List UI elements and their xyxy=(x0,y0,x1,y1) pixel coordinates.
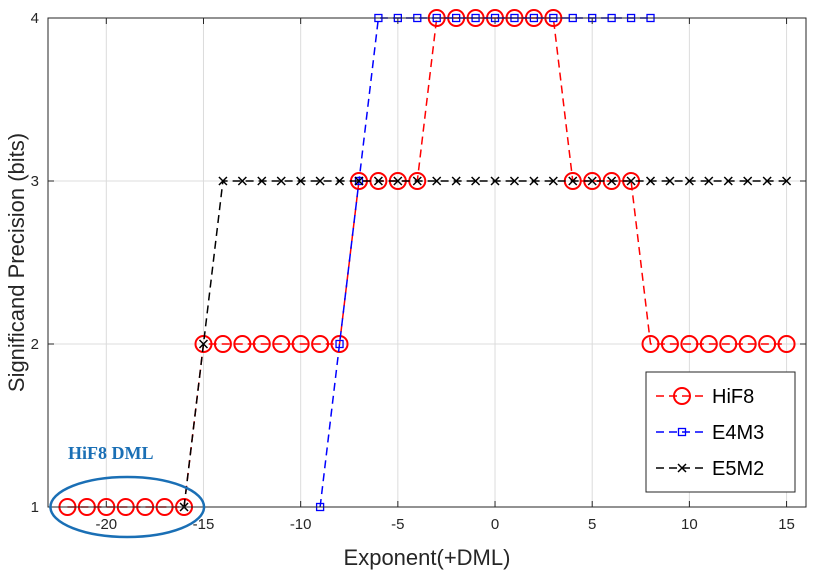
dml-annotation: HiF8 DML xyxy=(49,443,206,539)
x-tick-label: 0 xyxy=(491,516,499,533)
legend-item-hif8: HiF8 xyxy=(656,386,754,408)
data-point-e5m2 xyxy=(645,176,656,186)
data-point-e5m2 xyxy=(626,176,636,186)
legend: HiF8 E4M3 E5M2 xyxy=(645,371,796,493)
data-point-e5m2 xyxy=(354,176,364,186)
legend-item-e4m3: E4M3 xyxy=(656,422,764,444)
data-point-hif8 xyxy=(311,335,330,353)
data-point-e5m2 xyxy=(373,176,383,186)
data-point-e5m2 xyxy=(607,176,617,186)
legend-marker-hif8 xyxy=(673,387,691,405)
data-point-e5m2 xyxy=(704,176,714,186)
series-e5m2 xyxy=(179,176,792,512)
series-line-e5m2 xyxy=(183,180,787,508)
data-point-e5m2 xyxy=(684,176,694,186)
data-point-hif8 xyxy=(719,335,738,353)
data-point-e5m2 xyxy=(412,176,422,186)
data-point-e5m2 xyxy=(315,176,325,186)
legend-item-e5m2: E5M2 xyxy=(656,458,764,480)
data-point-e5m2 xyxy=(782,176,792,186)
y-tick-label: 3 xyxy=(31,173,39,190)
data-point-e5m2 xyxy=(568,176,578,186)
legend-label-hif8: HiF8 xyxy=(712,386,754,408)
data-point-e5m2 xyxy=(257,176,267,186)
axis-ticks: -20 -15 -10 -5 0 5 10 15 1 2 3 4 xyxy=(31,10,806,533)
data-point-hif8 xyxy=(758,335,777,353)
data-point-e5m2 xyxy=(762,176,772,186)
data-point-e5m2 xyxy=(218,176,228,186)
data-point-e5m2 xyxy=(198,339,209,349)
data-point-e5m2 xyxy=(529,176,539,186)
plot-frame xyxy=(47,17,807,508)
data-point-hif8 xyxy=(213,335,232,353)
data-point-hif8 xyxy=(641,335,660,353)
x-tick-label: 10 xyxy=(681,516,698,533)
x-tick-label: -20 xyxy=(95,516,117,533)
data-point-e5m2 xyxy=(451,176,461,186)
x-tick-label: 5 xyxy=(588,516,596,533)
data-point-e5m2 xyxy=(237,176,247,186)
data-point-hif8 xyxy=(660,335,679,353)
data-point-hif8 xyxy=(330,335,349,353)
dml-annotation-label: HiF8 DML xyxy=(68,443,154,463)
data-point-e5m2 xyxy=(432,176,442,186)
x-tick-label: -10 xyxy=(290,516,312,533)
legend-marker-e5m2 xyxy=(677,463,687,473)
data-point-e5m2 xyxy=(490,176,500,186)
data-point-e4m3 xyxy=(335,339,344,349)
data-point-hif8 xyxy=(680,335,699,353)
data-point-e5m2 xyxy=(393,176,403,186)
data-point-hif8 xyxy=(194,335,213,353)
data-point-e5m2 xyxy=(276,176,286,186)
x-tick-label: -5 xyxy=(391,516,404,533)
data-point-hif8 xyxy=(738,335,757,353)
y-tick-label: 1 xyxy=(31,499,39,516)
data-point-e5m2 xyxy=(743,176,753,186)
data-point-hif8 xyxy=(233,335,252,353)
y-axis-label: Significand Precision (bits) xyxy=(4,133,29,392)
dml-highlight-ellipse xyxy=(49,475,206,539)
data-point-e5m2 xyxy=(665,176,675,186)
data-point-hif8 xyxy=(252,335,271,353)
legend-label-e5m2: E5M2 xyxy=(712,458,764,480)
data-point-e5m2 xyxy=(471,176,481,186)
x-tick-label: -15 xyxy=(193,516,215,533)
y-tick-label: 4 xyxy=(31,10,39,27)
data-point-e5m2 xyxy=(296,176,306,186)
data-point-e5m2 xyxy=(509,176,519,186)
data-point-e5m2 xyxy=(723,176,733,186)
y-tick-label: 2 xyxy=(31,336,39,353)
data-point-hif8 xyxy=(272,335,291,353)
data-point-hif8 xyxy=(699,335,718,353)
data-point-hif8 xyxy=(291,335,310,353)
x-tick-label: 15 xyxy=(778,516,795,533)
legend-label-e4m3: E4M3 xyxy=(712,422,764,444)
data-point-hif8 xyxy=(777,335,796,353)
legend-marker-e4m3 xyxy=(677,427,687,437)
x-axis-label: Exponent(+DML) xyxy=(344,545,511,570)
data-point-e5m2 xyxy=(548,176,558,186)
data-point-e5m2 xyxy=(335,176,345,186)
data-point-e5m2 xyxy=(587,176,597,186)
